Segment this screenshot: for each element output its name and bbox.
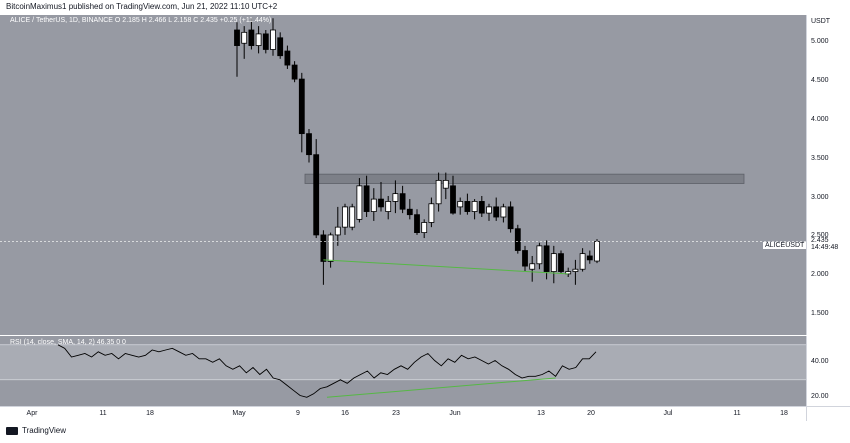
bar-countdown: 14:49:48 xyxy=(811,243,839,251)
candle-body xyxy=(306,133,312,156)
currency-label: USDT xyxy=(811,18,831,25)
candle-body xyxy=(435,179,442,205)
candle-body xyxy=(471,201,478,212)
time-tick-label: 9 xyxy=(296,410,300,417)
time-axis[interactable]: Apr 11 18 May 9 16 23 Jun 13 20 Jul 11 18 xyxy=(0,406,806,421)
candle-body xyxy=(550,253,557,272)
candle-body xyxy=(486,206,492,214)
candle-body xyxy=(478,201,485,214)
candle-body xyxy=(248,29,255,46)
time-tick-label: 18 xyxy=(780,410,788,417)
publish-caption: BitcoinMaximus1 published on TradingView… xyxy=(6,2,278,11)
legend-ohlc: O 2.185 H 2.466 L 2.158 C 2.435 +0.25 (+… xyxy=(114,17,272,24)
candle-body xyxy=(291,64,298,80)
price-axis[interactable]: USDT 5.000 4.500 4.000 3.500 3.000 2.500 2.000… xyxy=(806,15,850,335)
time-tick-label: Apr xyxy=(26,410,38,417)
candle-body xyxy=(255,33,262,46)
time-tick-label: Jun xyxy=(449,410,461,417)
time-tick-label: 11 xyxy=(99,410,107,417)
price-tick-label: 4.500 xyxy=(811,76,829,84)
rsi-tick-label: 40.00 xyxy=(811,358,829,366)
candle-body xyxy=(327,234,334,262)
candle-body xyxy=(349,206,356,228)
candle-body xyxy=(320,234,327,262)
candle-body xyxy=(543,245,550,272)
candle-body xyxy=(464,201,471,212)
candle-body xyxy=(536,245,543,265)
time-tick-label: Jul xyxy=(663,410,673,417)
candle-body xyxy=(270,29,276,50)
candle-body xyxy=(363,185,370,212)
rsi-legend: RSI (14, close, SMA, 14, 2) 46.35 0 0 xyxy=(10,339,126,346)
rsi-tick-label: 20.00 xyxy=(811,393,829,401)
candle-body xyxy=(522,250,528,267)
candle-body xyxy=(414,214,420,233)
legend-symbol: ALICE / TetherUS, 1D, BINANCE xyxy=(10,17,113,24)
rsi-pane[interactable] xyxy=(0,336,806,406)
candle-body xyxy=(586,255,593,261)
footer-brand: TradingView xyxy=(6,426,66,435)
chart-legend: ALICE / TetherUS, 1D, BINANCE O 2.185 H … xyxy=(10,17,271,24)
time-tick-label: 23 xyxy=(392,410,400,417)
rsi-divergence-line xyxy=(326,377,556,398)
candle-body xyxy=(450,185,456,214)
candle-body xyxy=(493,206,500,218)
time-tick-label: 20 xyxy=(587,410,595,417)
candle-body xyxy=(558,253,564,272)
candle-body xyxy=(529,263,536,270)
axis-corner xyxy=(806,406,850,421)
time-tick-label: May xyxy=(232,410,246,417)
candle-body xyxy=(370,198,377,212)
candle-body xyxy=(241,31,248,44)
candle-body xyxy=(514,228,521,251)
candle-body xyxy=(594,241,600,262)
rsi-band xyxy=(0,344,806,380)
last-price-value: 2.435 xyxy=(811,236,829,244)
price-tick-label: 2.000 xyxy=(811,271,829,279)
last-price-symbol: ALICEUSDT xyxy=(763,242,807,249)
candle-body xyxy=(234,29,240,46)
candle-body xyxy=(421,222,428,233)
candle-body xyxy=(579,253,586,270)
price-tick-label: 4.000 xyxy=(811,115,829,123)
candle-body xyxy=(378,198,384,208)
rsi-line xyxy=(57,344,597,398)
candle-body xyxy=(262,33,269,50)
brand-name: TradingView xyxy=(22,426,67,435)
price-pane[interactable] xyxy=(0,15,806,335)
price-tick-label: 1.500 xyxy=(811,310,829,318)
candle-body xyxy=(428,203,435,223)
price-tick-label: 2.500 xyxy=(811,232,829,239)
candle-body xyxy=(313,154,320,236)
candle-body xyxy=(342,206,348,228)
price-tick-label: 3.500 xyxy=(811,154,829,162)
candle-body xyxy=(500,206,507,218)
last-price-label: 2.435 14:49:48 xyxy=(807,236,850,251)
candle-body xyxy=(277,37,284,57)
time-tick-label: 13 xyxy=(537,410,545,417)
candle-body xyxy=(457,201,464,208)
rsi-axis[interactable]: 40.00 20.00 xyxy=(806,336,850,406)
time-tick-label: 18 xyxy=(146,410,154,417)
candle-body xyxy=(356,185,363,220)
tradingview-logo-icon xyxy=(6,426,18,435)
support-trendline xyxy=(323,259,569,275)
candle-body xyxy=(298,78,305,135)
resistance-zone xyxy=(304,173,745,184)
candle-body xyxy=(284,50,291,66)
candle-body xyxy=(392,193,399,202)
candle-body xyxy=(572,268,579,272)
candle-body xyxy=(507,206,514,230)
price-tick-label: 3.000 xyxy=(811,193,829,201)
candle-body xyxy=(399,193,406,210)
candle-body xyxy=(442,179,449,189)
time-tick-label: 11 xyxy=(733,410,741,417)
time-tick-label: 16 xyxy=(341,410,349,417)
candle-body xyxy=(334,226,341,236)
price-tick-label: 5.000 xyxy=(811,37,829,45)
candle-body xyxy=(385,201,392,212)
candle-body xyxy=(406,208,413,216)
